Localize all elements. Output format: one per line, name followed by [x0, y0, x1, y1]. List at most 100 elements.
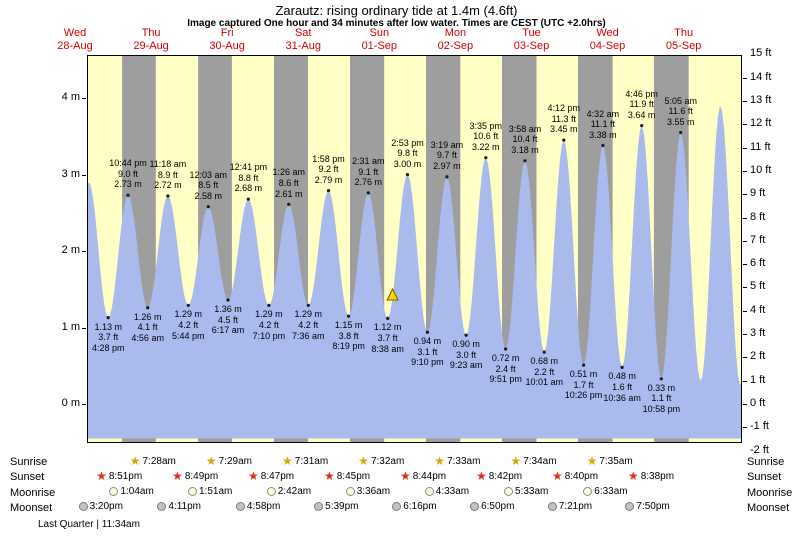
moonset-moon-icon — [314, 502, 324, 511]
tide-extreme-dot — [484, 156, 488, 160]
axis-tick — [743, 310, 747, 312]
tide-extreme-dot — [386, 316, 390, 320]
day-date: 30-Aug — [209, 40, 245, 53]
tide-extreme-dot — [659, 377, 663, 381]
right-axis-label: 3 ft — [750, 327, 766, 340]
sunrise-event: ★ 7:33am — [434, 455, 480, 467]
astro-row-label-sunrise-right: Sunrise — [747, 456, 785, 468]
right-axis-label: 0 ft — [750, 397, 766, 410]
moonset-moon-icon — [470, 502, 480, 511]
moonset-moon-icon — [157, 502, 167, 511]
high-tide-annotation: 3:35 pm 10.6 ft 3.22 m — [469, 120, 503, 152]
tide-extreme-dot — [640, 124, 644, 128]
day-label: Thu 05-Sep — [649, 27, 719, 53]
sunrise-star-icon: ★ — [129, 454, 141, 468]
moonrise-time: 1:51am — [199, 486, 233, 497]
day-date: 03-Sep — [513, 40, 550, 53]
right-axis-label: 15 ft — [750, 47, 772, 60]
moonset-event: 4:11pm — [157, 501, 201, 512]
day-date: 01-Sep — [361, 40, 398, 53]
moonrise-moon-icon — [109, 487, 119, 496]
day-name: Tue — [522, 27, 541, 39]
astro-row-label-sunset-right: Sunset — [747, 471, 782, 483]
axis-tick — [743, 194, 747, 196]
right-axis-label: 14 ft — [750, 70, 772, 83]
left-axis-label: 3 m — [61, 167, 80, 180]
day-name: Sun — [369, 27, 390, 39]
low-tide-annotation: 1.12 m 3.7 ft 8:38 am — [371, 322, 404, 354]
moonset-moon-icon — [547, 502, 557, 511]
moonrise-time: 1:04am — [120, 486, 154, 497]
moonrise-event: 6:33am — [583, 486, 628, 497]
day-label: Wed 04-Sep — [573, 27, 643, 53]
high-tide-annotation: 4:12 pm 11.3 ft 3.45 m — [547, 103, 581, 135]
astro-row-label-moonset-right: Moonset — [747, 502, 790, 514]
day-label: Sun 01-Sep — [344, 27, 414, 53]
sunset-star-icon: ★ — [172, 469, 183, 483]
axis-tick — [743, 264, 747, 266]
axis-tick — [82, 98, 86, 100]
axis-tick — [82, 174, 86, 176]
moonrise-moon-icon — [424, 487, 434, 496]
sunrise-event: ★ 7:34am — [510, 455, 556, 467]
tide-extreme-dot — [582, 363, 586, 367]
low-tide-annotation: 0.48 m 1.6 ft 10:36 am — [603, 371, 641, 403]
right-axis-label: 8 ft — [750, 210, 766, 223]
left-axis-label: 0 m — [61, 397, 80, 410]
right-axis-label: 1 ft — [750, 373, 766, 386]
day-label: Tue 03-Sep — [496, 27, 566, 53]
low-tide-annotation: 0.68 m 2.2 ft 10:01 am — [525, 356, 563, 388]
tide-extreme-dot — [679, 130, 683, 135]
moonset-event: 7:21pm — [547, 501, 592, 512]
tide-extreme-dot — [445, 175, 449, 179]
axis-tick — [743, 357, 747, 359]
day-name: Sat — [294, 27, 312, 39]
sunset-event: ★ 8:49pm — [172, 470, 218, 482]
day-date: 02-Sep — [437, 40, 474, 53]
moonset-time: 6:16pm — [403, 501, 437, 512]
axis-tick — [743, 334, 747, 336]
sunset-time: 8:38pm — [640, 470, 675, 482]
right-axis-label: -1 ft — [750, 420, 769, 433]
moonset-event: 7:50pm — [625, 501, 670, 512]
moonrise-moon-icon — [345, 487, 355, 496]
sunrise-time: 7:33am — [447, 455, 481, 467]
low-tide-annotation: 0.90 m 3.0 ft 9:23 am — [449, 339, 483, 371]
moonrise-event: 1:51am — [188, 486, 232, 497]
low-tide-annotation: 1.29 m 4.2 ft 5:44 pm — [171, 309, 205, 341]
low-tide-annotation: 1.29 m 4.2 ft 7:10 pm — [252, 309, 286, 341]
tide-area — [88, 106, 741, 439]
day-date: 29-Aug — [133, 40, 169, 53]
high-tide-annotation: 4:46 pm 11.9 ft 3.64 m — [625, 88, 658, 120]
day-name: Mon — [444, 27, 467, 39]
high-tide-annotation: 1:58 pm 9.2 ft 2.79 m — [312, 153, 345, 185]
day-label: Wed 28-Aug — [40, 27, 110, 53]
page-title: Zarautz: rising ordinary tide at 1.4m (4… — [275, 3, 518, 18]
moon-phase-label: Last Quarter | 11:34am — [38, 519, 140, 530]
high-tide-annotation: 12:41 pm 8.8 ft 2.68 m — [229, 162, 268, 194]
low-tide-annotation: 1.29 m 4.2 ft 7:36 am — [292, 309, 325, 341]
right-axis-label: 13 ft — [750, 93, 772, 106]
moonset-moon-icon — [392, 502, 402, 511]
day-name: Fri — [220, 27, 234, 39]
sunset-event: ★ 8:44pm — [400, 470, 446, 482]
tide-curve-svg — [88, 56, 741, 442]
right-axis-label: 7 ft — [750, 233, 766, 246]
left-axis-label: 1 m — [61, 320, 80, 333]
sunset-star-icon: ★ — [627, 469, 639, 483]
right-axis-label: -2 ft — [750, 443, 769, 456]
sunset-star-icon: ★ — [551, 469, 563, 483]
tide-extreme-dot — [146, 306, 150, 310]
high-tide-annotation: 3:58 am 10.4 ft 3.18 m — [508, 123, 542, 156]
axis-tick — [743, 404, 747, 406]
tide-extreme-dot — [166, 194, 170, 198]
sunrise-star-icon: ★ — [434, 454, 446, 468]
current-tide-marker-icon — [386, 287, 399, 301]
right-axis-label: 12 ft — [750, 117, 772, 130]
moonset-event: 3:20pm — [78, 501, 123, 512]
sunset-event: ★ 8:45pm — [324, 470, 370, 482]
tide-extreme-dot — [106, 316, 110, 320]
astro-row-label-moonrise-right: Moonrise — [747, 487, 793, 499]
